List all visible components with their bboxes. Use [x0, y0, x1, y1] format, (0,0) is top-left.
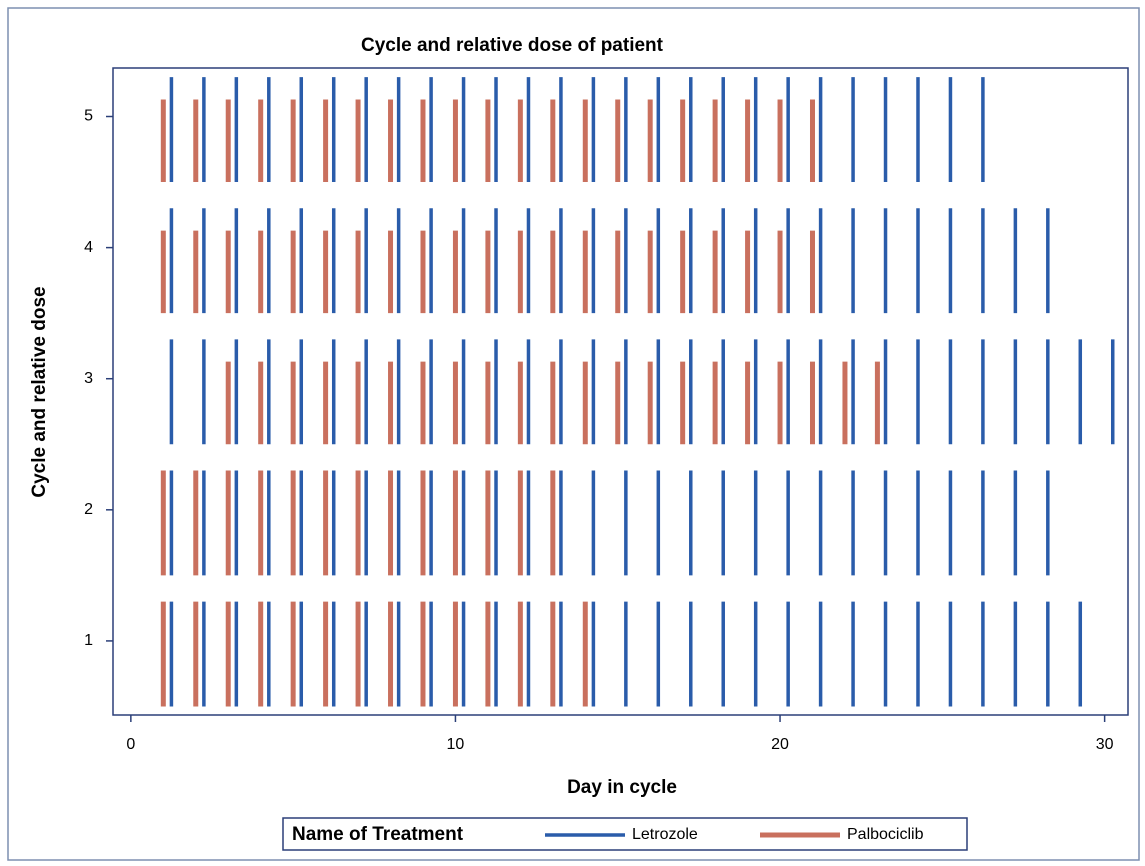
- legend-label: Palbociclib: [847, 826, 924, 843]
- y-axis-label: Cycle and relative dose: [29, 286, 50, 497]
- x-axis-label: Day in cycle: [567, 777, 677, 798]
- y-tick-label: 5: [84, 108, 93, 125]
- chart-title: Cycle and relative dose of patient: [361, 35, 664, 56]
- legend-box: [282, 817, 968, 851]
- legend-label: Letrozole: [632, 826, 698, 843]
- page-border: [7, 7, 1140, 861]
- legend-title: Name of Treatment: [292, 824, 464, 845]
- x-tick-label: 0: [126, 736, 135, 753]
- y-tick-label: 3: [84, 370, 93, 387]
- x-tick-label: 20: [771, 736, 789, 753]
- x-tick-label: 30: [1096, 736, 1114, 753]
- plot-frame: [112, 67, 1129, 716]
- y-tick-label: 2: [84, 501, 93, 518]
- y-tick-label: 1: [84, 632, 93, 649]
- x-tick-label: 10: [447, 736, 465, 753]
- y-tick-label: 4: [84, 239, 93, 256]
